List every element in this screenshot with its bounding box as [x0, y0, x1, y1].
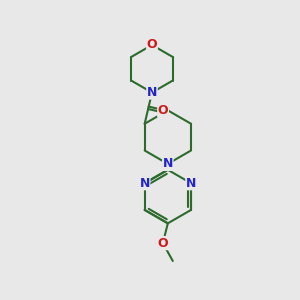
Text: O: O	[147, 38, 157, 52]
Text: N: N	[140, 177, 150, 190]
Text: N: N	[147, 86, 157, 99]
Text: N: N	[186, 177, 196, 190]
Text: O: O	[158, 237, 168, 250]
Text: O: O	[158, 104, 168, 117]
Text: N: N	[163, 158, 173, 170]
